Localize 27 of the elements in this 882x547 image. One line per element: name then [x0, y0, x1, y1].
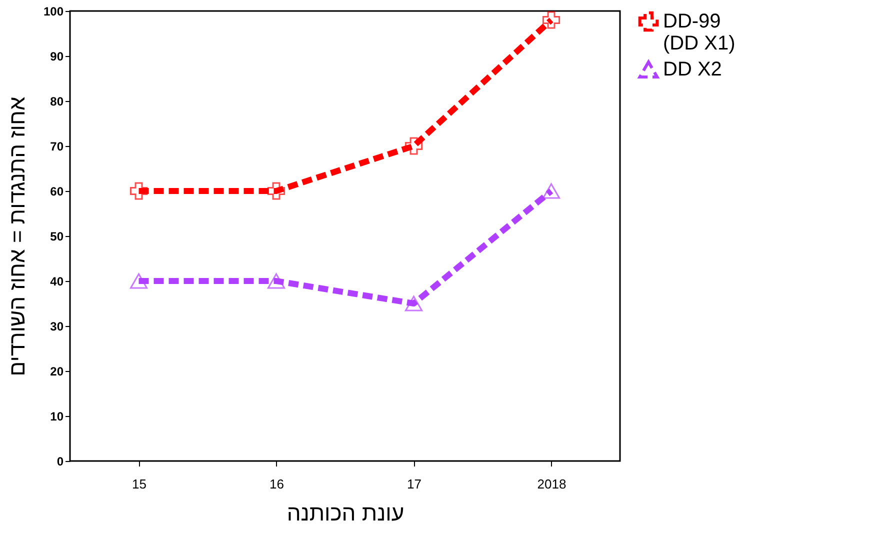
- x-tick-label: 16: [270, 476, 284, 492]
- x-axis-title: עונת הכותנה: [286, 500, 404, 526]
- y-tick-label: 80: [50, 94, 64, 108]
- point: [267, 273, 286, 289]
- y-tick-label: 90: [50, 50, 64, 64]
- y-tick-label: 40: [50, 274, 64, 288]
- legend-label: DD-99 (DD X1): [663, 10, 736, 54]
- y-tick-label: 50: [50, 230, 64, 244]
- x-tick-label: 15: [132, 476, 146, 492]
- point: [542, 183, 560, 199]
- y-tick-label: 10: [50, 410, 64, 424]
- x-tick-label: 17: [407, 476, 422, 492]
- point: [130, 182, 148, 200]
- point: [404, 137, 423, 155]
- point: [404, 296, 423, 312]
- y-tick-label: 20: [50, 364, 64, 378]
- y-tick-label: 30: [50, 320, 64, 334]
- y-tick-label: 60: [50, 184, 64, 198]
- y-tick-label: 0: [56, 454, 64, 468]
- point: [267, 182, 286, 200]
- y-axis-title: אחוז התנגדות = אחוז השורדים: [4, 96, 30, 376]
- point: [130, 273, 148, 289]
- x-tick-label: 2018: [537, 476, 566, 492]
- legend-label: DD X2: [663, 58, 722, 80]
- y-tick-label: 70: [50, 140, 64, 154]
- point: [542, 11, 560, 29]
- y-tick-label: 100: [43, 4, 64, 18]
